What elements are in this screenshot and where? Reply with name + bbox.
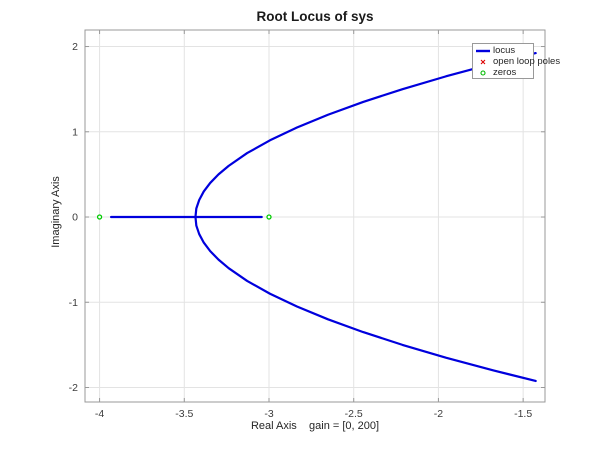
legend-label: locus (493, 45, 516, 56)
y-tick-label: -1 (69, 297, 78, 309)
x-tick-label: -4 (95, 408, 104, 420)
x-tick-label: -3.5 (175, 408, 193, 420)
legend-item-zeros: zeros (473, 67, 533, 78)
x-axis-label: Real Axis gain = [0, 200] (250, 420, 380, 432)
y-tick-label: 1 (72, 126, 78, 138)
zero-marker (96, 214, 103, 220)
frame-layer (84, 29, 546, 403)
zero-marker (266, 214, 272, 220)
legend-label: zeros (493, 67, 517, 78)
x-tick-label: -2 (434, 408, 443, 420)
tick-label-layer: -4 -3.5 -3 -2.5 -2 -1.5 2 1 0 -1 -2 (69, 41, 533, 420)
series-layer (96, 52, 537, 383)
zero-circle-icon (473, 69, 493, 77)
y-axis-label: Imaginary Axis (50, 176, 62, 248)
legend-box: locus open loop poles zeros (472, 43, 560, 79)
legend-line-sample (473, 48, 493, 54)
y-tick-label: 2 (72, 41, 78, 53)
y-tick-label: 0 (72, 212, 78, 224)
x-tick-label: -2.5 (345, 408, 363, 420)
legend-label: open loop poles (493, 56, 561, 67)
plot-frame (84, 29, 546, 403)
legend-item-open-loop-poles: open loop poles (473, 56, 560, 67)
pole-cross-icon (473, 58, 493, 66)
x-tick-label: -1.5 (514, 408, 532, 420)
legend-item-locus: locus (473, 45, 533, 56)
plot-title: Root Locus of sys (256, 9, 374, 24)
grid-layer (85, 30, 545, 402)
y-tick-label: -2 (69, 382, 78, 394)
x-tick-label: -3 (264, 408, 273, 420)
